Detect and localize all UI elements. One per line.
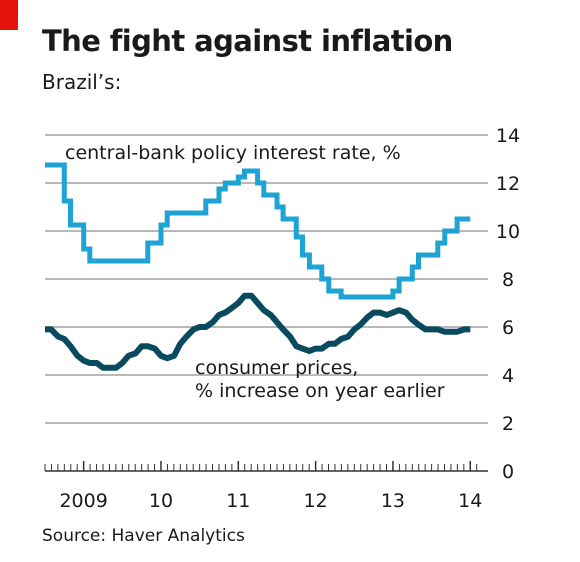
y-tick-label: 6	[502, 317, 514, 339]
x-axis: 2009 10 11 12 13 14	[44, 461, 488, 512]
source-note: Source: Haver Analytics	[42, 526, 245, 546]
series-annotations: central-bank policy interest rate, % cons…	[65, 142, 445, 402]
y-tick-label: 0	[502, 461, 514, 483]
y-tick-label: 2	[502, 413, 514, 435]
x-tick-label: 10	[149, 490, 173, 512]
series-lines	[45, 162, 471, 371]
y-tick-label: 12	[496, 173, 520, 195]
series-line-cpi	[45, 292, 471, 371]
gridlines	[45, 134, 488, 424]
annotation-consumer-prices: consumer prices,	[195, 357, 358, 379]
y-tick-label: 14	[496, 125, 520, 147]
series-line-policy	[45, 162, 471, 300]
annotation-policy-rate: central-bank policy interest rate, %	[65, 142, 401, 164]
chart-subtitle: Brazil’s:	[42, 70, 122, 94]
y-tick-label: 10	[496, 221, 520, 243]
y-tick-label: 8	[502, 269, 514, 291]
x-tick-label: 11	[226, 490, 250, 512]
chart-title: The fight against inflation	[42, 24, 453, 58]
x-tick-label: 13	[381, 490, 405, 512]
x-tick-label: 12	[304, 490, 328, 512]
brand-flag	[0, 0, 18, 30]
y-tick-label: 4	[502, 365, 514, 387]
x-tick-label: 2009	[59, 490, 107, 512]
y-tick-labels: 0 2 4 6 8 10 12 14	[496, 125, 520, 483]
x-tick-label: 14	[458, 490, 482, 512]
annotation-consumer-prices: % increase on year earlier	[195, 380, 445, 402]
